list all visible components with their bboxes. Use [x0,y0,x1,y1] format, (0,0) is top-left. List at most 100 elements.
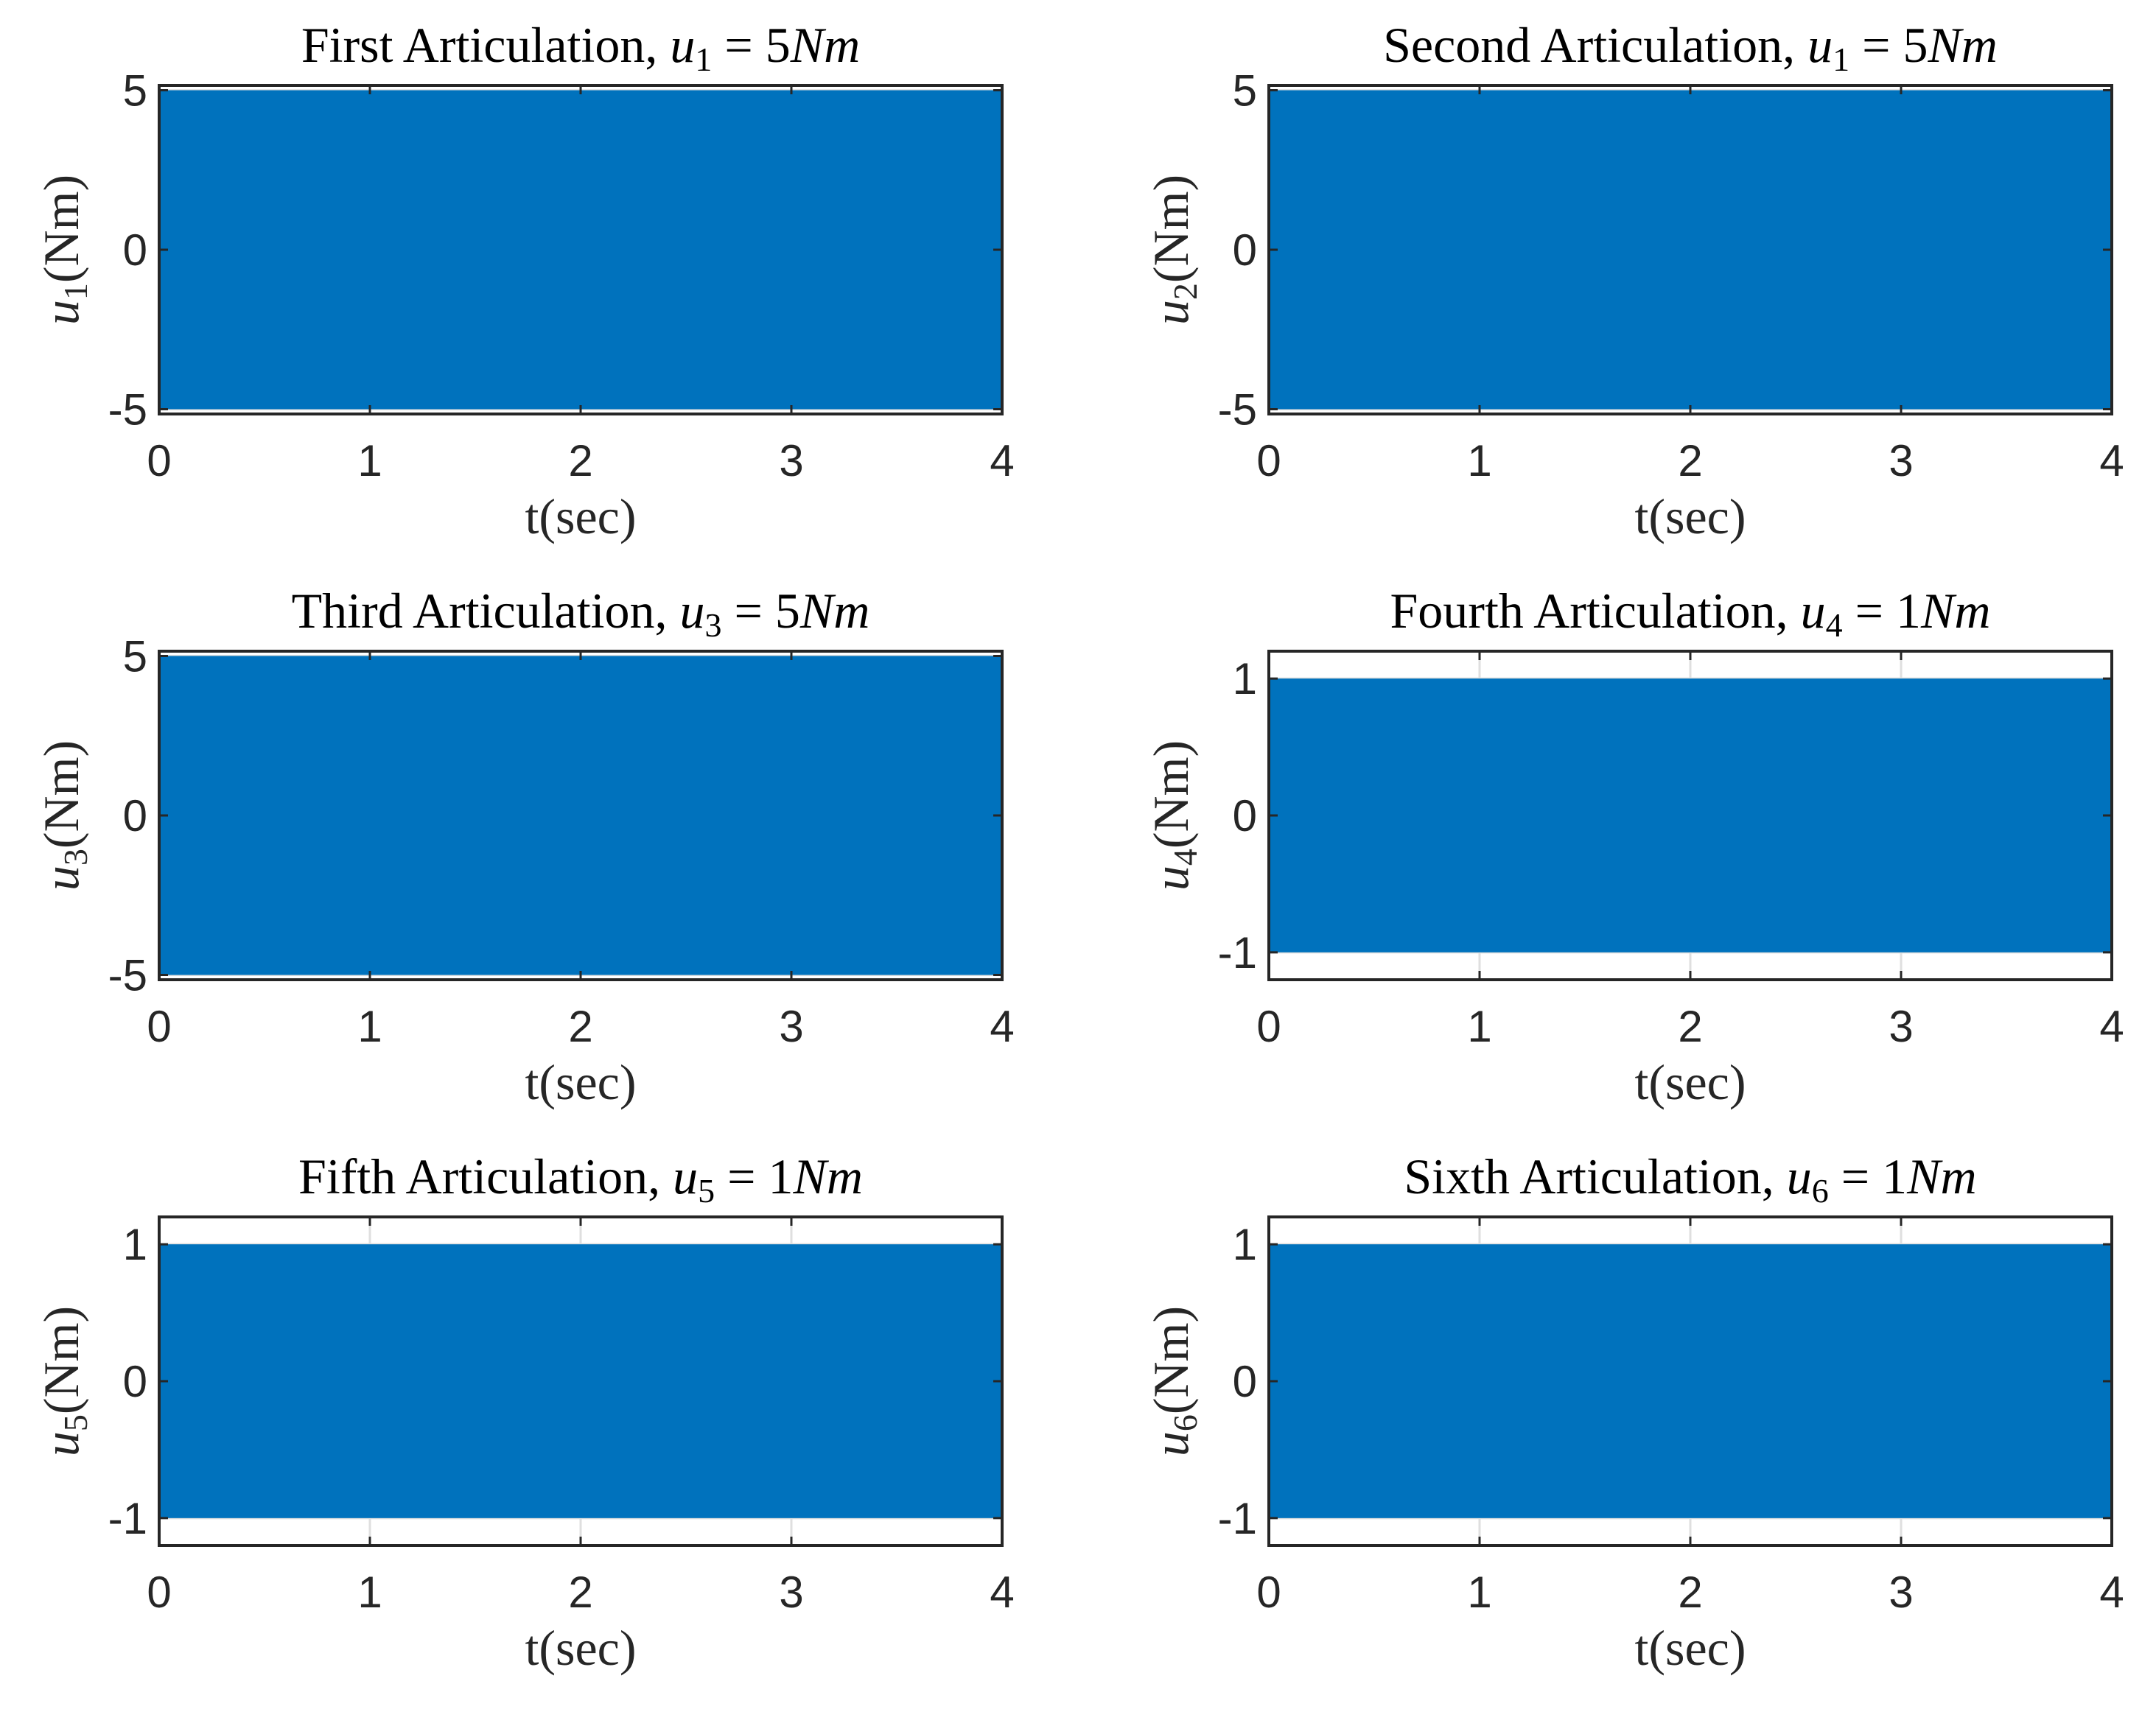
x-tick-label: 2 [568,1568,592,1617]
y-tick-label: -1 [1218,1494,1257,1543]
title-equals: = [1829,1148,1882,1204]
x-tick-label: 0 [1256,1568,1281,1617]
title-variable: u [670,17,695,73]
y-label-variable: u [1143,866,1199,891]
title-variable: u [673,1148,698,1204]
x-axis-label: t(sec) [1634,1054,1746,1110]
y-axis-label: u1(Nm) [33,175,94,325]
title-equals: = [715,1148,768,1204]
x-tick-label: 4 [2099,1568,2124,1617]
y-label-unit: (Nm) [33,1306,89,1414]
y-label-variable: u [33,1431,89,1456]
panel-title: Fifth Articulation, u5 = 1Nm [298,1148,863,1210]
y-label-subscript: 3 [57,849,94,866]
y-tick-label: 0 [123,225,147,275]
x-axis-label: t(sec) [525,1620,636,1676]
x-tick-label: 2 [1678,436,1702,485]
y-label-subscript: 1 [57,283,94,300]
title-unit: Nm [1906,1148,1976,1204]
x-axis-label: t(sec) [1634,1620,1746,1676]
title-subscript: 6 [1812,1172,1829,1210]
y-tick-label: 0 [123,1357,147,1406]
title-unit: Nm [792,1148,862,1204]
y-label-variable: u [1143,1431,1199,1456]
y-label-unit: (Nm) [33,175,89,283]
y-axis-label: u3(Nm) [33,740,94,891]
title-text: Second Articulation, [1383,17,1807,73]
y-label-unit: (Nm) [1143,1306,1199,1414]
x-tick-label: 0 [147,1002,171,1051]
x-tick-label: 4 [2099,1002,2124,1051]
x-tick-label: 1 [1467,436,1491,485]
panel-title: Second Articulation, u1 = 5Nm [1383,17,1998,78]
title-subscript: 3 [705,606,722,644]
title-subscript: 1 [1833,41,1849,78]
x-tick-label: 2 [1678,1568,1702,1617]
title-variable: u [1801,583,1826,639]
x-tick-label: 1 [1467,1002,1491,1051]
y-tick-label: 0 [123,791,147,841]
y-axis-label: u6(Nm) [1143,1306,1204,1456]
x-tick-label: 0 [147,1568,171,1617]
x-tick-label: 2 [568,1002,592,1051]
x-tick-label: 3 [779,436,803,485]
title-text: Fifth Articulation, [298,1148,673,1204]
x-tick-label: 0 [147,436,171,485]
panel-title: Third Articulation, u3 = 5Nm [292,583,870,644]
y-tick-label: 0 [1233,1357,1257,1406]
title-unit: Nm [1927,17,1997,73]
title-text: First Articulation, [301,17,671,73]
title-subscript: 4 [1826,606,1843,644]
x-tick-label: 2 [1678,1002,1702,1051]
y-label-unit: (Nm) [1143,175,1199,283]
panel-title: Fourth Articulation, u4 = 1Nm [1390,583,1990,644]
y-label-subscript: 4 [1166,849,1204,866]
x-tick-label: 1 [1467,1568,1491,1617]
title-value: 5 [775,583,800,639]
x-tick-label: 4 [990,436,1014,485]
title-value: 1 [1896,583,1921,639]
y-tick-label: 5 [1233,66,1257,115]
y-axis-label: u5(Nm) [33,1306,94,1456]
x-tick-label: 4 [990,1568,1014,1617]
title-text: Third Articulation, [292,583,680,639]
y-label-variable: u [1143,300,1199,325]
x-tick-label: 1 [357,1002,382,1051]
y-tick-label: 1 [1233,654,1257,703]
y-tick-label: 0 [1233,225,1257,275]
x-tick-label: 3 [1889,1002,1913,1051]
y-tick-label: -5 [108,951,147,1000]
x-tick-label: 3 [1889,436,1913,485]
y-tick-label: -1 [1218,928,1257,978]
y-tick-label: -5 [1218,385,1257,435]
title-subscript: 5 [698,1172,715,1210]
x-tick-label: 4 [2099,436,2124,485]
y-tick-label: 0 [1233,791,1257,841]
title-unit: Nm [799,583,869,639]
y-axis-label: u4(Nm) [1143,740,1204,891]
y-axis-label: u2(Nm) [1143,175,1204,325]
y-label-unit: (Nm) [33,740,89,849]
title-value: 1 [768,1148,793,1204]
panel-title: Sixth Articulation, u6 = 1Nm [1404,1148,1976,1210]
x-tick-label: 4 [990,1002,1014,1051]
title-equals: = [722,583,775,639]
title-equals: = [1849,17,1903,73]
title-variable: u [680,583,705,639]
x-tick-label: 3 [1889,1568,1913,1617]
title-text: Sixth Articulation, [1404,1148,1786,1204]
y-tick-label: 5 [123,631,147,681]
x-tick-label: 2 [568,436,592,485]
x-axis-label: t(sec) [525,488,636,544]
subplot-4: 0 1 2 3 4 -1 0 1 t(sec) u4(Nm) Fourth Articulation… [1143,583,2124,1110]
signal-series-u4 [1269,678,2112,952]
signal-series-u5 [159,1244,1002,1518]
x-tick-label: 0 [1256,1002,1281,1051]
x-tick-label: 3 [779,1002,803,1051]
y-tick-label: -1 [108,1494,147,1543]
